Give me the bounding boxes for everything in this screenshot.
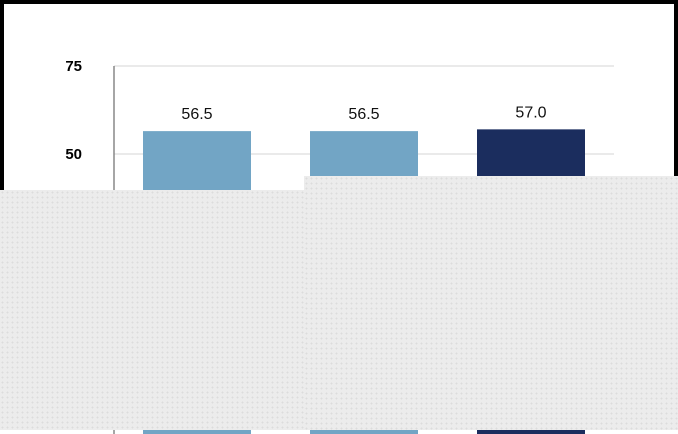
occlusion-patch-right (304, 176, 678, 430)
data-label-1: 56.5 (181, 106, 212, 123)
data-label-2: 56.5 (348, 106, 379, 123)
data-label-3: 57.0 (515, 104, 546, 121)
y-axis-tick-labels: 50 75 (65, 58, 82, 163)
y-tick-label-50: 50 (65, 146, 82, 163)
data-labels: 56.5 56.5 57.0 (181, 104, 546, 123)
y-tick-label-75: 75 (65, 58, 82, 75)
